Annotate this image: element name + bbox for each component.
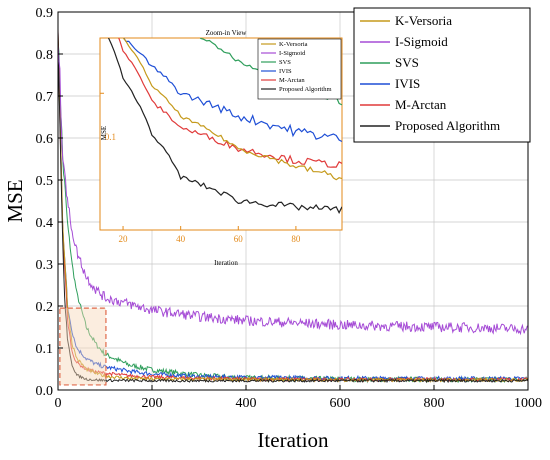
x-tick-label: 0 [55,396,62,411]
plot-frame [57,11,529,391]
inset-legend-label: IVIS [279,68,292,75]
y-tick-label: 0.1 [36,342,54,357]
y-tick-label: 0.4 [36,216,54,231]
y-tick-label: 0.7 [36,90,54,105]
series-line [57,44,529,336]
inset-legend-label: M-Arctan [279,77,305,84]
legend-label: SVS [395,55,419,70]
legend-label: K-Versoria [395,13,452,28]
main-series [57,29,529,384]
zoom-inset: Zoom-in View 20 40 60 80 0.1 MSE Iteration … [99,29,343,267]
y-tick-label: 0.0 [36,384,54,399]
zoom-region-box [59,307,107,386]
y-tick-label: 0.5 [36,174,54,189]
series-line [57,31,529,383]
y-tick-label: 0.3 [36,258,54,273]
legend: K-Versoria I-Sigmoid SVS IVIS M-Arctan Propos… [353,7,531,143]
inset-legend-label: SVS [279,59,291,66]
inset-y-title: MSE [100,126,108,140]
inset-legend: K-Versoria I-Sigmoid SVS IVIS M-Arctan Propos… [257,38,342,100]
x-tick-label: 1000 [514,396,542,411]
legend-label: Proposed Algorithm [395,118,500,133]
inset-series-line [123,38,342,143]
inset-title: Zoom-in View [206,29,248,37]
inset-legend-label: I-Sigmoid [279,50,306,57]
inset-series-line [118,38,342,168]
inset-legend-label: K-Versoria [279,41,308,48]
y-tick-label: 0.9 [36,6,54,21]
x-tick-label: 400 [236,396,257,411]
legend-frame [353,7,531,143]
legend-label: I-Sigmoid [395,34,448,49]
inset-x-title: Iteration [214,259,238,267]
legend-label: M-Arctan [395,97,447,112]
inset-legend-label: Proposed Algorithm [279,86,332,93]
y-tick-label: 0.6 [36,132,54,147]
inset-series-line [107,38,342,215]
y-tick-label: 0.2 [36,300,54,315]
inset-x-tick-label: 60 [234,234,244,244]
legend-label: IVIS [395,76,420,91]
x-tick-label: 600 [330,396,351,411]
y-axis-title: MSE [3,179,27,222]
x-tick-label: 200 [142,396,163,411]
inset-x-tick-label: 20 [119,234,129,244]
x-axis-title: Iteration [257,428,329,452]
inset-y-tick: 0.1 [105,132,116,142]
inset-x-tick-label: 80 [291,234,301,244]
inset-series-line [122,38,342,181]
inset-x-axis: 20 40 60 80 [100,92,301,244]
y-axis: 0.0 0.1 0.2 0.3 0.4 0.5 0.6 0.7 0.8 0.9 [36,6,63,399]
y-tick-label: 0.8 [36,48,54,63]
x-tick-label: 800 [424,396,445,411]
x-axis: 0 200 400 600 800 1000 [55,385,542,411]
series-line [57,32,529,384]
inset-x-tick-label: 40 [176,234,186,244]
series-line [57,29,529,383]
